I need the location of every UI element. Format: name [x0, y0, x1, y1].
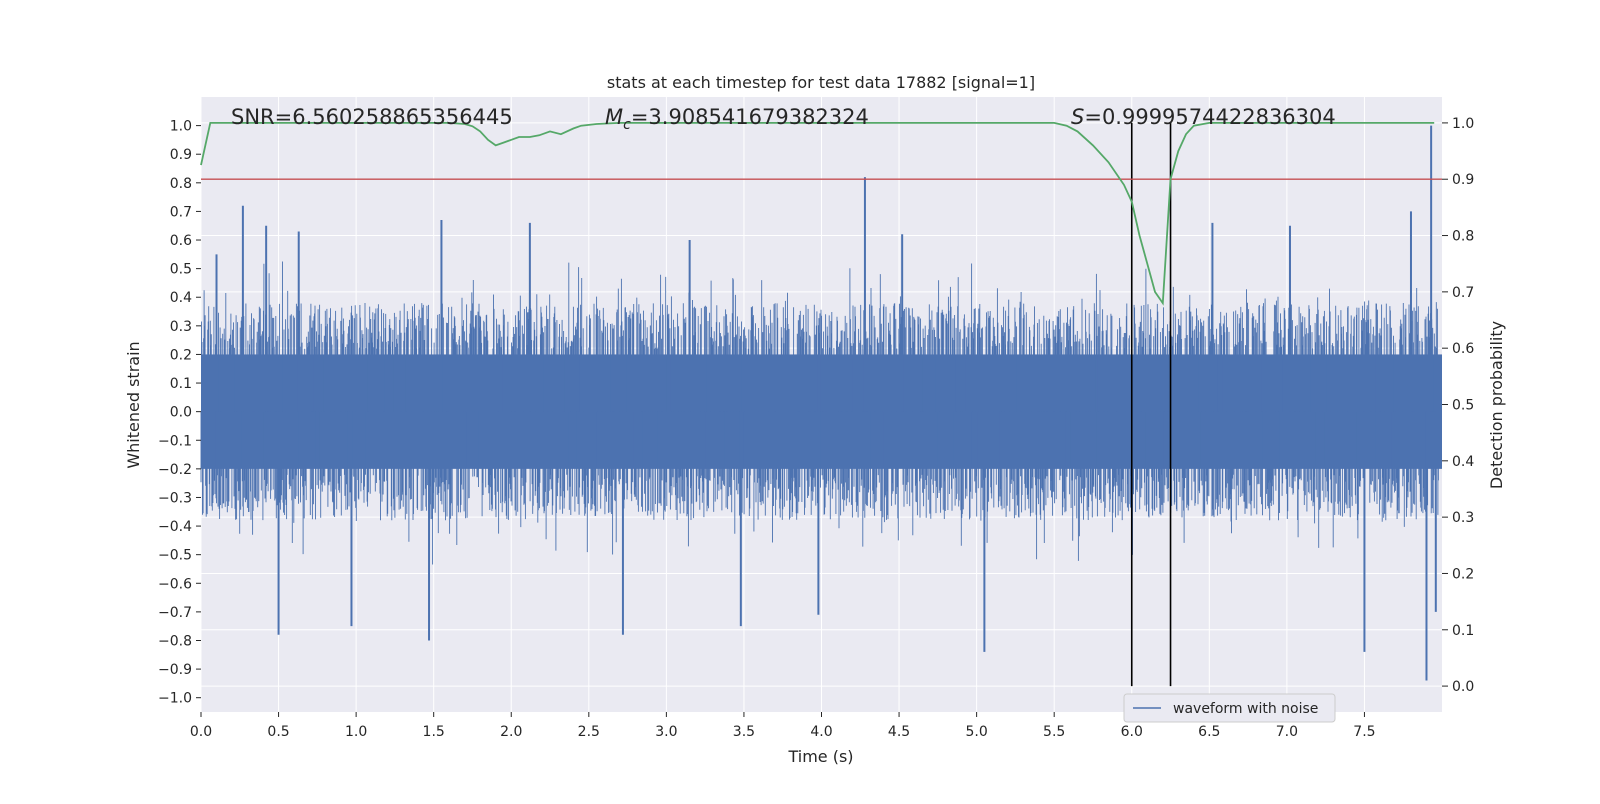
x-tick-label: 7.5 [1353, 724, 1375, 740]
y-tick-label: 0.8 [170, 176, 192, 192]
x-tick-label: 6.0 [1121, 724, 1143, 740]
marker-layer [1130, 122, 1172, 687]
y-tick-label: 0.5 [170, 262, 192, 278]
y2-tick-label: 0.7 [1452, 285, 1474, 301]
y2-axis-label: Detection probability [1487, 321, 1506, 489]
x-tick-label: 5.0 [965, 724, 987, 740]
y2-tick-label: 1.0 [1452, 116, 1474, 132]
probability-layer [200, 122, 1435, 306]
y-tick-label: −0.6 [158, 576, 192, 592]
y2-tick-layer: 1.0 0.9 0.8 0.7 0.6 0.5 0.4 0.3 0.2 0.1 0.0 [1442, 116, 1474, 695]
y-tick-label: −0.9 [158, 662, 192, 678]
y2-tick-label: 0.1 [1452, 623, 1474, 639]
y2-tick-label: 0.5 [1452, 398, 1474, 414]
y-tick-label: −0.5 [158, 548, 192, 564]
mc-symbol: M [605, 105, 623, 129]
x-tick-label: 6.5 [1198, 724, 1220, 740]
y-tick-label: 0.2 [170, 347, 192, 363]
y-tick-label: 0.4 [170, 290, 192, 306]
s-symbol: S [1071, 105, 1084, 129]
x-tick-label: 0.0 [190, 724, 212, 740]
legend-box [1123, 693, 1336, 723]
y-tick-label: −1.0 [158, 691, 192, 707]
x-tick-label: 0.5 [267, 724, 289, 740]
mc-subscript: c [623, 117, 631, 133]
x-tick-label: 4.0 [810, 724, 832, 740]
y-tick-label: −0.4 [158, 519, 192, 535]
y-tick-label: 0.6 [170, 233, 192, 249]
y-tick-label: 1.0 [170, 119, 192, 135]
y-tick-label: 0.7 [170, 204, 192, 220]
y-tick-label: −0.3 [158, 490, 192, 506]
y2-tick-label: 0.9 [1452, 172, 1474, 188]
y2-tick-label: 0.6 [1452, 341, 1474, 357]
y-tick-label: 0.1 [170, 376, 192, 392]
y-tick-label: 0.0 [170, 405, 192, 421]
mc-value: =3.908541679382324 [631, 105, 869, 129]
x-axis-label: Time (s) [787, 747, 853, 766]
chart-title: stats at each timestep for test data 178… [607, 73, 1035, 92]
snr-annotation: SNR=6.560258865356445 [231, 105, 513, 129]
y2-tick-label: 0.8 [1452, 229, 1474, 245]
x-tick-label: 1.0 [345, 724, 367, 740]
y-axis-label: Whitened strain [124, 341, 143, 468]
y-tick-label: −0.7 [158, 605, 192, 621]
x-tick-label: 5.5 [1043, 724, 1065, 740]
y-tick-label: 0.3 [170, 319, 192, 335]
x-tick-label: 7.0 [1276, 724, 1298, 740]
y2-tick-label: 0.4 [1452, 454, 1474, 470]
y2-tick-label: 0.2 [1452, 566, 1474, 582]
y2-tick-label: 0.0 [1452, 679, 1474, 695]
x-tick-label: 2.0 [500, 724, 522, 740]
x-tick-layer: 0.0 0.5 1.0 1.5 2.0 2.5 3.0 3.5 4.0 4.5 5.0 5.5 6.0 6… [190, 712, 1376, 740]
legend: waveform with noise [1123, 693, 1336, 723]
y-tick-label: −0.2 [158, 462, 192, 478]
y-tick-label: −0.1 [158, 433, 192, 449]
y-tick-layer: 1.0 0.9 0.8 0.7 0.6 0.5 0.4 0.3 0.2 0.1 0.0 −0.1 −0.… [158, 119, 201, 707]
x-tick-label: 2.5 [578, 724, 600, 740]
x-tick-label: 3.0 [655, 724, 677, 740]
waveform-layer [200, 125, 1442, 681]
s-annotation: S=0.9999574422836304 [1071, 105, 1336, 129]
mc-annotation: Mc=3.908541679382324 [605, 105, 869, 133]
y-tick-label: −0.8 [158, 633, 192, 649]
x-tick-label: 3.5 [733, 724, 755, 740]
y-tick-label: 0.9 [170, 147, 192, 163]
legend-label: waveform with noise [1173, 701, 1318, 717]
x-tick-label: 4.5 [888, 724, 910, 740]
s-value: =0.9999574422836304 [1084, 105, 1335, 129]
waveform-trace [200, 261, 1439, 565]
x-tick-label: 1.5 [423, 724, 445, 740]
probability-line [200, 122, 1435, 306]
y2-tick-label: 0.3 [1452, 510, 1474, 526]
